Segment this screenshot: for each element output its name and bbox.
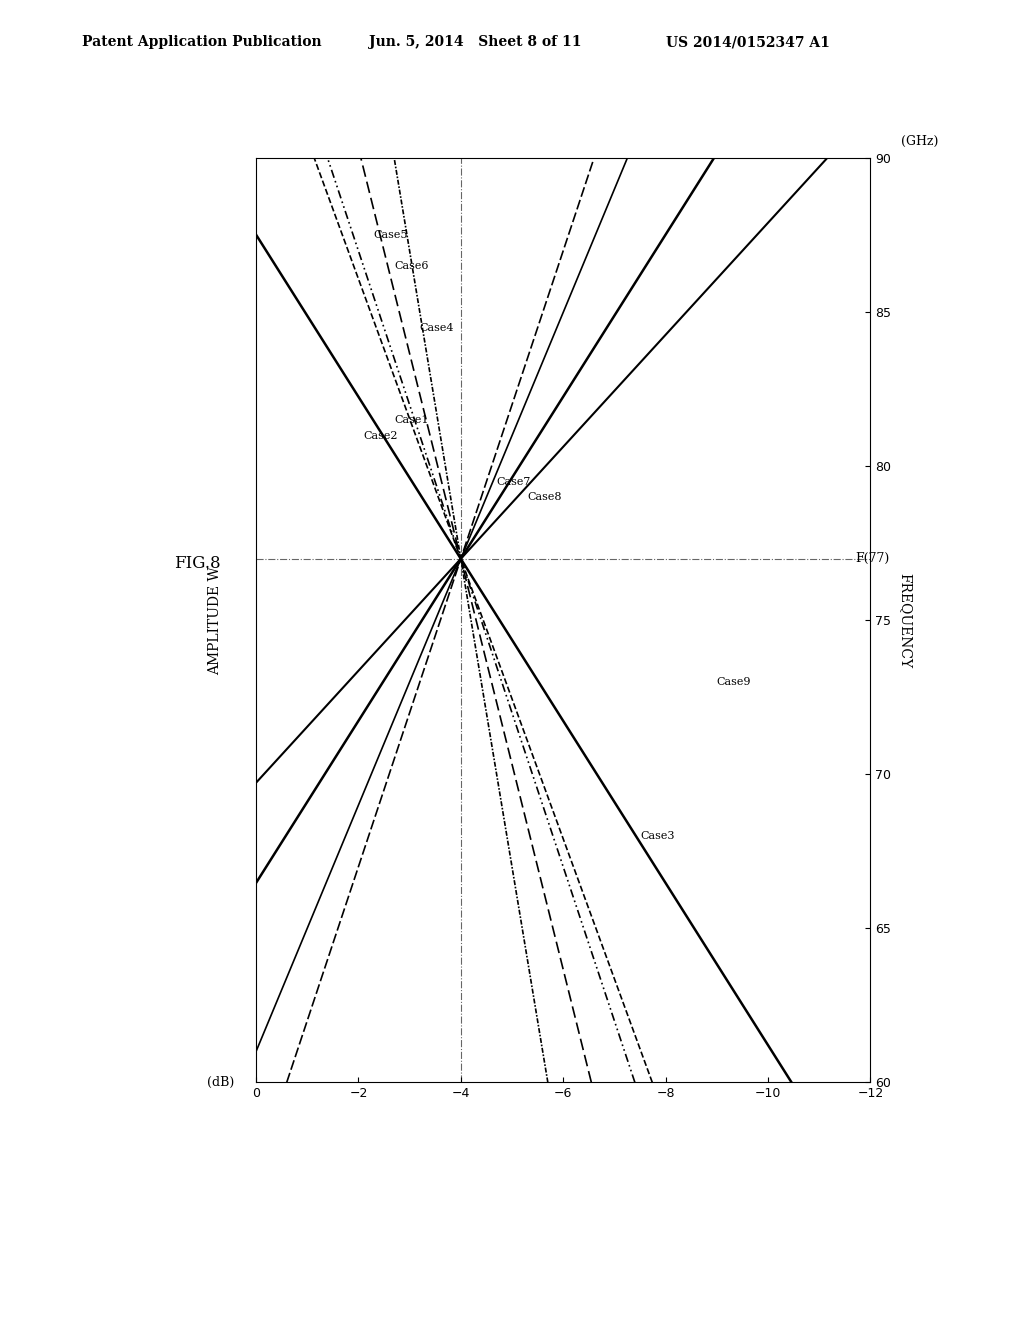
Text: F(77): F(77) (855, 552, 889, 565)
Text: (dB): (dB) (207, 1076, 233, 1089)
Text: (GHz): (GHz) (901, 135, 938, 148)
Text: Case7: Case7 (497, 477, 531, 487)
Text: Case4: Case4 (420, 323, 455, 333)
Text: Case1: Case1 (394, 416, 429, 425)
Text: Case8: Case8 (527, 492, 562, 502)
Text: Case5: Case5 (374, 231, 409, 240)
Text: Patent Application Publication: Patent Application Publication (82, 36, 322, 49)
Text: AMPLITUDE W: AMPLITUDE W (208, 566, 222, 675)
Text: Case6: Case6 (394, 261, 429, 271)
Text: Case2: Case2 (364, 430, 398, 441)
Text: US 2014/0152347 A1: US 2014/0152347 A1 (666, 36, 829, 49)
Y-axis label: FREQUENCY: FREQUENCY (898, 573, 912, 668)
Text: Case3: Case3 (640, 832, 675, 841)
Text: FIG.8: FIG.8 (174, 554, 221, 572)
Text: Jun. 5, 2014   Sheet 8 of 11: Jun. 5, 2014 Sheet 8 of 11 (369, 36, 582, 49)
Text: Case9: Case9 (717, 677, 752, 686)
